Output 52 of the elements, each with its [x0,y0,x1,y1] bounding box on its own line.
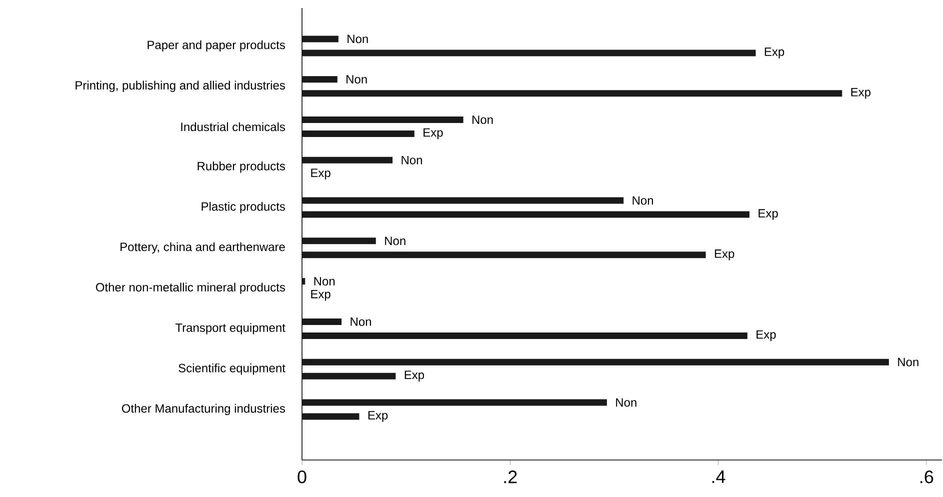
text: Exp [311,168,330,180]
text: Exp [851,88,870,99]
text: Exp [404,370,424,382]
text: Exp [756,330,776,342]
text: Exp [424,128,443,140]
y-tick-label: Paper and paper products [148,40,286,52]
text: Non [898,358,918,366]
y-tick-label: Other Manufacturing industries [122,404,286,416]
text: Non [472,116,493,124]
y-tick-label: Industrial chemicals [181,122,286,132]
bar [302,238,376,244]
bar [302,358,889,366]
bar [302,36,338,42]
bar [302,318,342,325]
text: Exp [714,250,734,260]
series-label: Non [632,196,653,205]
text: Non [616,398,636,407]
text: Non [385,236,406,246]
bar [302,252,706,258]
text: Non [350,318,371,326]
y-tick-label: Other non-metallic mineral products [96,282,285,294]
bar [302,130,414,137]
y-tick-label: Pottery, china and earthenware [120,242,285,254]
x-tick-label: .4 [712,470,726,483]
y-tick-label: Scientific equipment [178,364,286,375]
text: Exp [764,48,784,58]
bar [302,156,393,164]
x-tick-label: .6 [920,470,934,484]
text: Exp [368,411,388,422]
text: Non [314,277,335,286]
y-tick-label: Transport equipment [175,323,286,334]
text: Exp [311,290,330,301]
bar [302,399,607,406]
x-tick-label: .2 [504,470,517,484]
bar [302,116,464,123]
y-tick-label: Rubber products [198,162,286,173]
text: Non [348,34,368,44]
bar [302,76,338,83]
bar [302,90,842,97]
bar [302,211,750,218]
bar [302,372,396,380]
x-tick-label: 0 [298,470,306,484]
series-label: Exp [758,209,778,220]
text: Non [402,156,422,164]
y-tick-label: Printing, publishing and allied industries [76,80,285,92]
text: Non [346,75,367,84]
bar [302,413,360,420]
bar [302,50,756,56]
bar [302,332,748,339]
bar [302,197,624,204]
y-tick-label: Plastic products [202,202,286,214]
bar [302,278,306,285]
